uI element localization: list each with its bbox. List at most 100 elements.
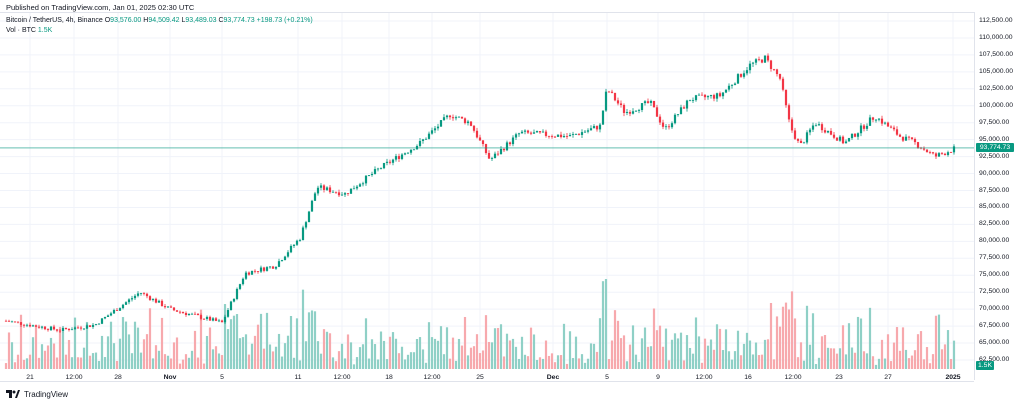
candle-body [844,141,848,144]
price-chart[interactable] [0,0,974,384]
candle-body [187,313,191,316]
volume-bar [529,327,533,369]
volume-bar [442,354,446,369]
candle-body [664,126,668,128]
tradingview-logo[interactable]: TradingView [6,389,68,399]
volume-bar [796,357,800,369]
candle-body [202,318,206,320]
volume-bar [586,358,590,369]
volume-bar [730,359,734,369]
candle-body [331,191,335,193]
candle-body [427,133,431,139]
candle-body [262,267,266,271]
candle-body [319,185,323,188]
candle-body [487,153,491,159]
volume-bar [427,322,431,369]
volume-bar [181,359,185,369]
candle-body [178,311,182,313]
candle-body [394,156,398,160]
candle-body [430,130,434,134]
candle-body [805,132,809,143]
candle-body [400,154,404,159]
candle-body [85,325,89,329]
candle-body [103,316,107,319]
candle-body [148,296,152,300]
volume-bar [307,312,311,369]
candle-body [451,117,455,119]
candle-body [274,266,278,269]
candle-body [856,133,860,137]
candle-body [145,293,149,297]
volume-label[interactable]: Vol · BTC [6,27,36,34]
candle-body [382,162,386,169]
candle-body [19,322,23,325]
volume-bar [646,346,650,369]
volume-bar [898,350,902,369]
volume-bar [169,358,173,369]
price-tick-label: 87,500.00 [979,186,1010,194]
candle-body [127,299,131,303]
volume-bar [556,355,560,369]
candle-body [364,175,368,184]
volume-bar [205,335,209,369]
candle-body [199,315,203,319]
price-tick-label: 107,500.00 [979,50,1014,58]
candle-body [538,131,542,133]
candle-body [295,240,299,245]
time-tick-label: 23 [835,374,843,381]
volume-bar [271,351,275,369]
volume-bar [379,331,383,369]
candle-body [211,318,215,321]
volume-bar [946,330,950,369]
candle-body [643,101,647,104]
volume-bar [217,353,221,369]
candle-body [133,295,137,299]
volume-bar [421,349,425,369]
symbol-name[interactable]: Bitcoin / TetherUS, 4h, Binance [6,17,103,24]
volume-bar [934,315,938,369]
candle-body [565,136,569,137]
candle-body [439,120,443,127]
volume-bar [403,359,407,369]
volume-bar [709,339,713,369]
volume-bar [145,334,149,369]
volume-bar [832,348,836,369]
volume-bar [493,328,497,369]
volume-bar [202,363,206,369]
candle-body [907,136,911,138]
candle-body [619,103,623,105]
volume-bar [877,358,881,369]
low-label: L [181,17,186,24]
volume-bar [808,344,812,369]
volume-bar [262,348,266,369]
volume-bar [130,353,134,369]
volume-bar [544,340,548,369]
volume-bar [274,346,278,369]
volume-bar [913,350,917,369]
volume-bar [610,340,614,369]
volume-bar [103,357,107,369]
volume-bar [790,291,794,369]
volume-bar [601,281,605,369]
volume-value: 1.5K [37,27,53,34]
candle-body [790,119,794,131]
candle-body [301,227,305,241]
price-axis[interactable]: 112,500.00 110,000.00 107,500.00 105,000.00… [974,12,1024,380]
volume-bar [388,336,392,369]
candle-body [508,142,512,145]
volume-bar [499,324,503,369]
candle-body [256,271,260,272]
volume-bar [331,357,335,369]
time-tick-label: Nov [163,374,177,381]
candle-body [694,95,698,101]
candle-body [655,107,659,117]
volume-bar [253,335,257,369]
candle-body [43,326,47,330]
candle-body [472,125,476,131]
volume-bar [34,325,38,369]
candle-body [280,260,284,262]
volume-bar [685,335,689,369]
candle-body [541,131,545,133]
candle-body [253,270,257,272]
volume-bar [856,316,860,369]
